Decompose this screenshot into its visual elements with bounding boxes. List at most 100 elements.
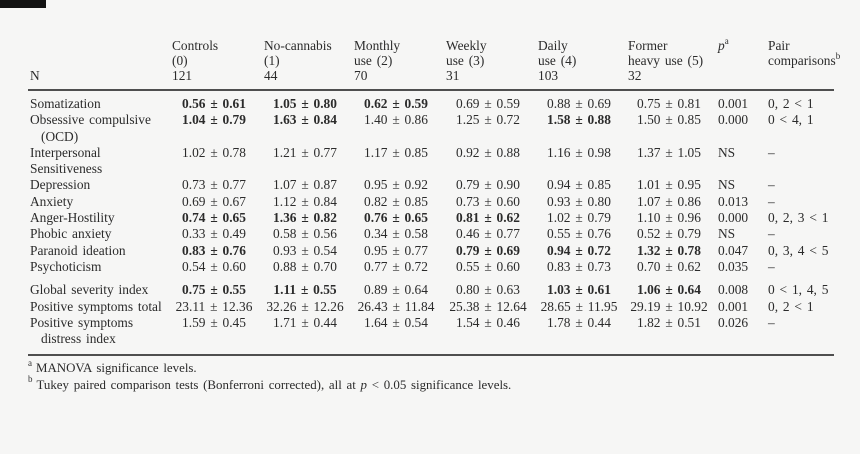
header-line: 121	[172, 68, 193, 83]
pair-comparison: 0, 2 < 1	[768, 96, 814, 111]
value-cell: 0.93 ± 0.54	[273, 242, 337, 258]
table-row: Positive symptoms distress index 1.59 ± 0.…	[28, 315, 834, 348]
value-cell: 32.26 ± 12.26	[266, 298, 344, 314]
value-cell: 1.36 ± 0.82	[273, 210, 337, 226]
pair-comparison: –	[768, 226, 775, 242]
value-cell: 1.25 ± 0.72	[456, 112, 520, 128]
value-cell: 1.11 ± 0.55	[273, 282, 337, 298]
row-label: Anger-Hostility	[30, 210, 115, 226]
value-cell: 1.82 ± 0.51	[637, 314, 701, 330]
footnote-b-text-pre: Tukey paired comparison tests (Bonferron…	[36, 377, 361, 392]
table-row: Anger-Hostility 0.74 ± 0.65 1.36 ± 0.82 0.7…	[28, 210, 834, 226]
header-line: use (3)	[446, 53, 485, 68]
value-cell: 0.93 ± 0.80	[547, 193, 611, 209]
table-row: Paranoid ideation 0.83 ± 0.76 0.93 ± 0.54 0…	[28, 243, 834, 259]
value-cell: 1.03 ± 0.61	[547, 282, 611, 298]
value-cell: 0.56 ± 0.61	[182, 96, 246, 111]
value-cell: 1.37 ± 1.05	[637, 144, 701, 160]
header-line: 32	[628, 68, 642, 83]
value-cell: 0.54 ± 0.60	[182, 258, 246, 274]
column-header-pair-comparisons: Pair comparisonsb	[764, 38, 840, 83]
value-cell: 0.80 ± 0.63	[456, 282, 520, 298]
row-label: Somatization	[30, 96, 101, 111]
value-cell: 0.34 ± 0.58	[364, 226, 428, 242]
symptom-scores-table: N Controls (0) 121 No-cannabis (1) 44 Monthly u…	[28, 36, 840, 357]
value-cell: 0.62 ± 0.59	[364, 96, 428, 111]
row-label: Positive symptoms distress index	[30, 314, 134, 347]
value-cell: 0.74 ± 0.65	[182, 210, 246, 226]
pair-comparison: –	[768, 193, 775, 209]
column-header-group-1: No-cannabis (1) 44	[260, 38, 350, 83]
column-header-group-4: Daily use (4) 103	[534, 38, 624, 83]
row-label: Positive symptoms total	[30, 298, 162, 314]
value-cell: 1.59 ± 0.45	[182, 314, 246, 330]
value-cell: 0.95 ± 0.77	[364, 242, 428, 258]
column-header-group-2: Monthly use (2) 70	[350, 38, 442, 83]
row-label: Phobic anxiety	[30, 226, 112, 242]
footnote-b-text-post: < 0.05 significance levels.	[366, 377, 512, 392]
value-cell: 0.69 ± 0.67	[182, 193, 246, 209]
value-cell: 1.02 ± 0.78	[182, 144, 246, 160]
pair-comparison: –	[768, 258, 775, 274]
value-cell: 1.17 ± 0.85	[364, 144, 428, 160]
value-cell: 0.75 ± 0.55	[182, 282, 246, 298]
pair-comparison: –	[768, 177, 775, 193]
value-cell: 1.63 ± 0.84	[273, 112, 337, 128]
table-row: Psychoticism 0.54 ± 0.60 0.88 ± 0.70 0.77 ±…	[28, 259, 834, 275]
value-cell: 0.52 ± 0.79	[637, 226, 701, 242]
value-cell: 0.73 ± 0.60	[456, 193, 520, 209]
footnote-b-p-variable: p	[360, 377, 367, 392]
value-cell: 1.04 ± 0.79	[182, 112, 246, 128]
header-line: heavy use (5)	[628, 53, 704, 68]
footnotes: a MANOVA significance levels. b Tukey pair…	[28, 358, 512, 393]
value-cell: 1.64 ± 0.54	[364, 314, 428, 330]
value-cell: 0.76 ± 0.65	[364, 210, 428, 226]
value-cell: 0.88 ± 0.70	[273, 258, 337, 274]
value-cell: 1.07 ± 0.87	[273, 177, 337, 193]
value-cell: 1.32 ± 0.78	[637, 242, 701, 258]
value-cell: 0.58 ± 0.56	[273, 226, 337, 242]
pair-comparison: 0, 2, 3 < 1	[768, 210, 829, 226]
p-label: p	[718, 38, 725, 53]
header-line: 31	[446, 68, 460, 83]
header-line: Former	[628, 38, 668, 53]
value-cell: 0.73 ± 0.77	[182, 177, 246, 193]
value-cell: 1.50 ± 0.85	[637, 112, 701, 128]
value-cell: 1.40 ± 0.86	[364, 112, 428, 128]
header-line: Controls	[172, 38, 219, 53]
header-line: 103	[538, 68, 559, 83]
value-cell: 0.75 ± 0.81	[637, 96, 701, 111]
row-label: Obsessive compulsive (OCD)	[30, 112, 151, 144]
table-row: Anxiety 0.69 ± 0.67 1.12 ± 0.84 0.82 ± 0.85…	[28, 194, 834, 210]
value-cell: 1.12 ± 0.84	[273, 193, 337, 209]
p-value: 0.008	[718, 282, 749, 298]
top-left-artifact-bar	[0, 0, 46, 8]
pair-header-line1: Pair	[768, 38, 790, 53]
table-header-row: N Controls (0) 121 No-cannabis (1) 44 Monthly u…	[28, 36, 840, 83]
pair-comparison: 0 < 1, 4, 5	[768, 282, 829, 298]
table-row: Phobic anxiety 0.33 ± 0.49 0.58 ± 0.56 0.34…	[28, 226, 834, 242]
table-row: Somatization 0.56 ± 0.61 1.05 ± 0.80 0.62 ±…	[28, 96, 834, 112]
value-cell: 1.07 ± 0.86	[637, 193, 701, 209]
header-line: (0)	[172, 53, 188, 68]
value-cell: 23.11 ± 12.36	[175, 298, 253, 314]
header-line: use (2)	[354, 53, 393, 68]
p-value: 0.000	[718, 112, 749, 128]
pair-comparison: 0, 2 < 1	[768, 298, 814, 314]
column-header-group-5: Former heavy use (5) 32	[624, 38, 714, 83]
column-header-p: pa	[714, 36, 764, 83]
table-row: Interpersonal Sensitiveness 1.02 ± 0.78 1.2…	[28, 145, 834, 178]
value-cell: 1.06 ± 0.64	[637, 282, 701, 298]
header-line: 44	[264, 68, 278, 83]
n-label: N	[30, 68, 40, 83]
value-cell: 1.10 ± 0.96	[637, 210, 701, 226]
row-label: Anxiety	[30, 193, 74, 209]
value-cell: 0.79 ± 0.69	[456, 242, 520, 258]
p-value: 0.001	[718, 96, 749, 111]
header-line: Monthly	[354, 38, 401, 53]
value-cell: 0.94 ± 0.72	[547, 242, 611, 258]
value-cell: 1.05 ± 0.80	[273, 96, 337, 111]
p-value: NS	[718, 177, 736, 193]
p-value: NS	[718, 226, 736, 242]
value-cell: 0.82 ± 0.85	[364, 193, 428, 209]
